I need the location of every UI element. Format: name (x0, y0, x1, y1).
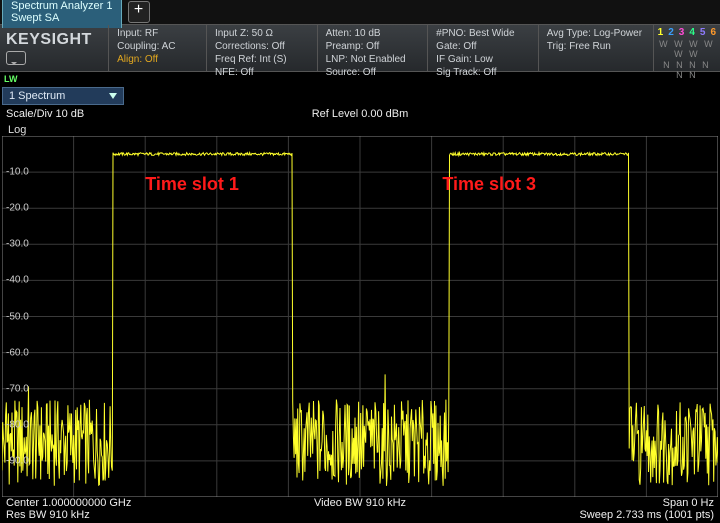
hdr-col-pno: #PNO: Best WideGate: OffIF Gain: LowSig … (427, 25, 538, 71)
hdr-value: Avg Type: Log-Power (547, 28, 645, 40)
trace-state-row2: N N N N N N (658, 60, 716, 80)
log-label: Log (8, 124, 26, 136)
hdr-col-inputz: Input Z: 50 ΩCorrections: OffFreq Ref: I… (206, 25, 317, 71)
hdr-value: Atten: 10 dB (326, 28, 420, 40)
hdr-col-input: Input: RFCoupling: ACAlign: Off (108, 25, 206, 71)
hdr-value: Gate: Off (436, 41, 530, 53)
status-header: KEYSIGHT Input: RFCoupling: ACAlign: Off… (0, 24, 720, 72)
y-tick-label: -50.0 (6, 311, 29, 322)
plot-area: Scale/Div 10 dB Ref Level 0.00 dBm Log -… (2, 108, 718, 497)
y-tick-label: -60.0 (6, 347, 29, 358)
hdr-col-avg: Avg Type: Log-PowerTrig: Free Run (538, 25, 653, 71)
trace-select-dropdown[interactable]: 1 Spectrum (2, 87, 124, 105)
y-tick-label: -30.0 (6, 239, 29, 250)
chevron-down-icon (109, 93, 117, 99)
trace-num: 3 (679, 27, 685, 38)
hdr-value: NFE: Off (215, 67, 309, 79)
trace-num: 2 (668, 27, 674, 38)
y-tick-label: -90.0 (6, 455, 29, 466)
vbw-label: Video BW 910 kHz (0, 497, 720, 509)
hdr-value: Freq Ref: Int (S) (215, 54, 309, 66)
trace-num: 4 (689, 27, 695, 38)
trace-indicator: 123456 W W W W W W N N N N N N (653, 25, 720, 71)
hdr-value: LNP: Not Enabled (326, 54, 420, 66)
hdr-value: #PNO: Best Wide (436, 28, 530, 40)
hdr-value: Corrections: Off (215, 41, 309, 53)
hdr-value: Input: RF (117, 28, 198, 40)
tab-spectrum-analyzer[interactable]: Spectrum Analyzer 1 Swept SA (2, 0, 122, 28)
trace-num: 5 (700, 27, 706, 38)
y-tick-label: -80.0 (6, 419, 29, 430)
y-tick-label: -40.0 (6, 275, 29, 286)
time-slot-annotation: Time slot 3 (442, 174, 536, 195)
brand-logo: KEYSIGHT (6, 31, 92, 49)
hdr-value: Coupling: AC (117, 41, 198, 53)
trace-state-row1: W W W W W W (658, 39, 716, 59)
trace-num: 6 (710, 27, 716, 38)
hdr-value: IF Gain: Low (436, 54, 530, 66)
spectrum-plot (2, 136, 718, 497)
message-icon[interactable] (6, 51, 26, 65)
ref-level-label: Ref Level 0.00 dBm (2, 108, 718, 120)
hdr-value: Source: Off (326, 67, 420, 79)
hdr-value: Trig: Free Run (547, 41, 645, 53)
tab-bar: Spectrum Analyzer 1 Swept SA + (0, 0, 720, 24)
trace-select-label: 1 Spectrum (9, 90, 65, 102)
hdr-col-atten: Atten: 10 dBPreamp: OffLNP: Not EnabledS… (317, 25, 428, 71)
y-tick-label: -70.0 (6, 383, 29, 394)
time-slot-annotation: Time slot 1 (145, 174, 239, 195)
footer-readout: Center 1.000000000 GHz Video BW 910 kHz … (0, 497, 720, 523)
trace-num: 1 (658, 27, 664, 38)
brand: KEYSIGHT (0, 25, 108, 71)
y-tick-label: -20.0 (6, 203, 29, 214)
y-tick-label: -10.0 (6, 167, 29, 178)
hdr-value: Sig Track: Off (436, 67, 530, 79)
lw-indicator: LW (4, 74, 18, 84)
add-tab-button[interactable]: + (128, 1, 150, 23)
sweep-label: Sweep 2.733 ms (1001 pts) (579, 509, 714, 521)
hdr-value: Input Z: 50 Ω (215, 28, 309, 40)
rbw-label: Res BW 910 kHz (6, 509, 90, 521)
hdr-value: Preamp: Off (326, 41, 420, 53)
hdr-value: Align: Off (117, 54, 198, 66)
